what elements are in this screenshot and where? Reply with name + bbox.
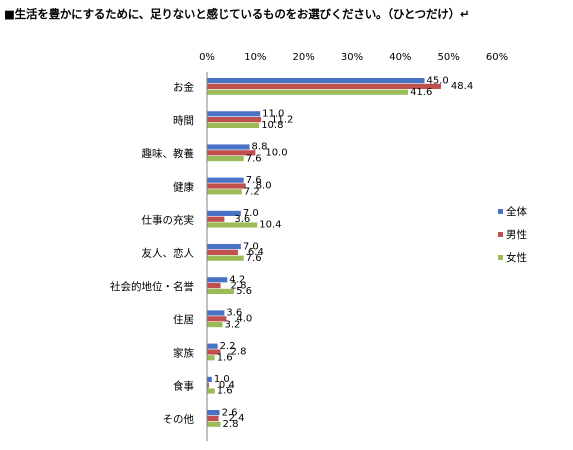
value-label-8-1: 2.8 [231,347,247,358]
bar-2-- [207,150,256,156]
category-label-7: 住居 [173,313,194,326]
category-label-2: 趣味、教養 [142,147,195,160]
category-label-6: 社会的地位・名誉 [110,280,194,293]
value-label-6-0: 4.2 [229,275,245,286]
x-tick-label-5: 50% [438,52,460,63]
category-label-5: 友人、恋人 [142,247,195,260]
bar-9-- [207,382,209,388]
value-labels: 45.048.441.611.011.210.88.810.07.67.68.0… [214,75,473,430]
bar-4-- [207,216,225,222]
bar-0-- [207,83,441,89]
category-label-8: 家族 [173,346,194,359]
bars [207,78,441,427]
bar-3-- [207,177,244,183]
value-label-2-1: 10.0 [265,148,287,159]
legend-label-0: 全体 [506,205,527,218]
bar-6-- [207,288,235,294]
value-label-10-2: 2.8 [223,419,239,430]
bar-8-- [207,349,221,355]
x-axis-ticks: 0% 10% 20% 30% 40% 50% 60% [199,52,508,63]
value-label-8-0: 2.2 [220,341,236,352]
bar-10-- [207,410,220,416]
bar-4-- [207,210,241,216]
category-label-9: 食事 [173,380,194,393]
bar-7-- [207,322,223,328]
legend-swatch-1 [498,232,503,237]
value-label-0-2: 41.6 [410,87,432,98]
bar-9-- [207,376,212,382]
value-label-2-0: 8.8 [252,142,268,153]
value-label-5-0: 7.0 [243,241,259,252]
bar-5-- [207,255,244,261]
bar-8-- [207,343,218,349]
chart-title: ■生活を豊かにするために、足りないと感じているものをお選びください。（ひとつだけ… [4,7,470,21]
value-label-8-2: 1.6 [217,353,233,364]
legend-swatch-2 [498,255,503,260]
x-tick-label-6: 60% [486,52,508,63]
x-tick-label-4: 40% [389,52,411,63]
value-label-3-0: 7.6 [246,175,262,186]
category-label-0: お金 [173,81,194,94]
value-label-5-2: 7.6 [246,253,262,264]
value-label-7-1: 4.0 [236,314,252,325]
bar-3-- [207,189,242,195]
x-tick-label-2: 20% [293,52,315,63]
value-label-10-1: 2.4 [229,413,245,424]
bar-1-- [207,122,260,128]
value-label-7-2: 3.2 [224,319,240,330]
value-label-9-2: 1.6 [217,386,233,397]
bar-10-- [207,421,221,427]
x-tick-label-1: 10% [244,52,266,63]
bar-6-- [207,277,228,283]
value-label-1-0: 11.0 [262,109,284,120]
value-label-3-2: 7.2 [244,187,260,198]
value-label-1-2: 10.8 [261,120,283,131]
category-label-1: 時間 [173,115,194,127]
bar-5-- [207,244,241,250]
value-label-9-0: 1.0 [214,374,230,385]
value-label-10-0: 2.6 [222,407,238,418]
bar-8-- [207,355,215,361]
category-label-10: その他 [163,413,195,426]
value-label-5-1: 6.4 [248,247,264,258]
bar-3-- [207,183,246,189]
value-label-4-2: 10.4 [259,220,281,231]
bar-2-- [207,156,244,162]
bar-1-- [207,117,262,123]
value-label-6-2: 5.6 [236,286,252,297]
value-label-2-2: 7.6 [246,153,262,164]
value-label-9-1: 0.4 [219,380,235,391]
bar-5-- [207,249,238,255]
bar-0-- [207,78,425,84]
legend-label-2: 女性 [506,251,527,264]
value-label-4-0: 7.0 [243,208,259,219]
bar-7-- [207,310,225,316]
bar-1-- [207,111,261,117]
value-label-0-0: 45.0 [427,75,449,86]
value-label-0-1: 48.4 [451,81,473,92]
bar-6-- [207,283,221,289]
bar-10-- [207,415,219,421]
legend-swatch-0 [498,209,503,214]
legend-label-1: 男性 [506,228,527,241]
x-tick-label-3: 30% [341,52,363,63]
category-label-4: 仕事の充実 [142,214,195,227]
bar-9-- [207,388,215,394]
bar-7-- [207,316,227,322]
value-label-7-0: 3.6 [226,308,242,319]
value-label-4-1: 3.6 [234,214,250,225]
value-label-6-1: 2.8 [231,280,247,291]
bar-0-- [207,89,409,95]
bar-2-- [207,144,250,150]
category-label-3: 健康 [173,180,194,193]
bar-4-- [207,222,258,228]
x-tick-label-0: 0% [199,52,215,63]
value-label-1-1: 11.2 [271,114,293,125]
value-label-3-1: 8.0 [256,181,272,192]
